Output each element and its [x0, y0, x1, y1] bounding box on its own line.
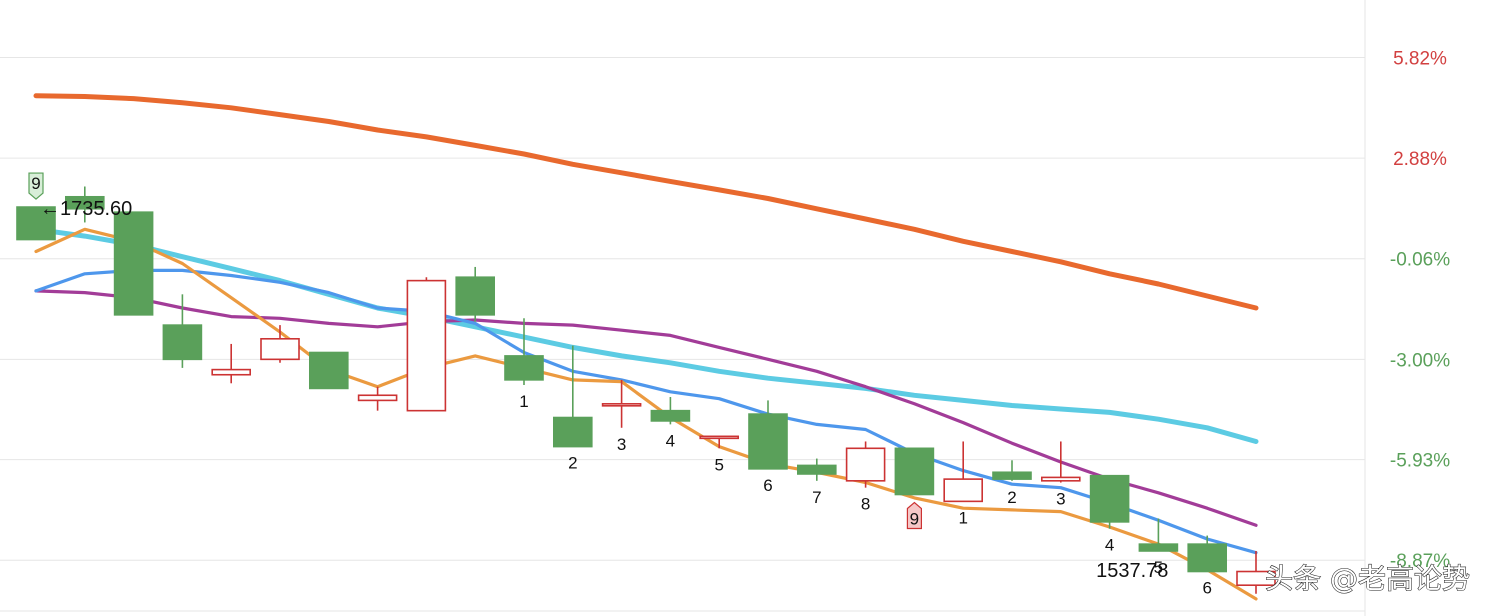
price-axis-ticks: 5.82% 2.88% -0.06% -3.00% -5.93% -8.87%	[1390, 48, 1450, 572]
sequence-label: 5	[1154, 558, 1163, 577]
price-tick-label: -0.06%	[1390, 250, 1450, 271]
sequence-label: 8	[861, 495, 870, 514]
candle-body-down	[308, 351, 349, 390]
marker-flag	[906, 501, 922, 530]
candle-body-down	[796, 464, 837, 475]
candle	[552, 345, 593, 448]
markers: 99	[28, 172, 922, 530]
line-orange-thick	[33, 93, 1259, 311]
candle	[650, 396, 691, 425]
candle-body-down	[455, 276, 496, 316]
annotations: ←1735.60 1537.78	[40, 198, 1168, 582]
candle-body-down	[113, 211, 154, 316]
candle-body-down	[552, 416, 593, 448]
candle	[211, 343, 251, 384]
sequence-label: 6	[1202, 579, 1211, 598]
candle	[455, 266, 496, 322]
candle	[113, 211, 154, 316]
candle-body-down	[992, 471, 1032, 480]
candle-body-up	[260, 337, 300, 361]
candle	[260, 325, 300, 363]
candles	[16, 186, 1276, 594]
candle	[1138, 518, 1179, 552]
candle-body-down	[1187, 543, 1227, 573]
low-annotation: 1537.78	[1096, 560, 1168, 582]
candle-body-down	[1138, 543, 1179, 552]
price-tick-label: 5.82%	[1393, 48, 1447, 69]
line-purple	[34, 289, 1258, 527]
sequence-label: 6	[763, 476, 772, 495]
candle	[308, 351, 349, 390]
candle	[845, 441, 886, 488]
candle	[699, 435, 740, 449]
candle-body-down	[748, 413, 788, 470]
sequence-label: 4	[666, 431, 675, 450]
candle	[504, 318, 544, 385]
candle	[894, 447, 935, 496]
high-annotation: ←1735.60	[40, 198, 132, 220]
candle	[1187, 535, 1227, 573]
sequence-label: 4	[1105, 536, 1114, 555]
candle-body-down	[894, 447, 935, 496]
candle	[162, 294, 203, 368]
sequence-labels: 1 2 3 4 5 6 7 8 1 2 3 4 5 6	[519, 392, 1212, 598]
candle-body-down	[65, 195, 105, 210]
candle-body-up	[845, 447, 886, 482]
sequence-label: 5	[714, 455, 723, 474]
candle	[796, 458, 837, 481]
line-orange-light	[34, 227, 1258, 601]
price-tick-label: 2.88%	[1393, 149, 1447, 170]
candle-body-down	[162, 324, 203, 361]
marker-up: 9	[906, 501, 922, 530]
marker-down: 9	[28, 172, 44, 200]
candle	[601, 379, 642, 428]
candle	[406, 277, 447, 412]
candle-body-up	[601, 403, 642, 407]
candle-body-down	[650, 409, 691, 422]
sequence-label: 7	[812, 488, 821, 507]
candle-body-down	[504, 355, 544, 381]
line-cyan	[33, 226, 1259, 444]
candle-body-up	[699, 435, 740, 440]
price-tick-label: -8.87%	[1390, 551, 1450, 572]
candle-body-down	[1089, 474, 1130, 523]
candle-body-up	[357, 394, 398, 402]
candle-body-up	[211, 368, 251, 376]
marker-label: 9	[910, 510, 919, 529]
sequence-label: 1	[519, 392, 528, 411]
candle	[943, 441, 984, 503]
grid-layer	[0, 56, 1365, 561]
sequence-label: 2	[568, 454, 577, 473]
watermark-text: 头条 @老高论势	[1265, 562, 1470, 595]
sequence-label: 3	[1056, 490, 1065, 509]
marker-label: 9	[31, 174, 40, 193]
candle	[748, 400, 788, 470]
sequence-label: 2	[1007, 488, 1016, 507]
candle-body-up	[1236, 570, 1276, 586]
candle-body-up	[1041, 476, 1081, 482]
price-tick-label: -5.93%	[1390, 451, 1450, 472]
candle	[357, 386, 398, 411]
candle	[1089, 474, 1130, 529]
price-tick-label: -3.00%	[1390, 350, 1450, 371]
sequence-label: 1	[958, 508, 967, 527]
candle	[65, 186, 105, 223]
sequence-label: 3	[617, 435, 626, 454]
candle	[992, 460, 1032, 481]
candle	[16, 206, 56, 241]
candle-body-down	[16, 206, 56, 241]
moving-average-lines	[33, 93, 1259, 601]
marker-flag	[28, 172, 44, 200]
candle-body-up	[406, 279, 447, 412]
candle-body-up	[943, 478, 984, 503]
candle	[1041, 441, 1081, 483]
candle	[1236, 550, 1276, 594]
line-blue	[34, 268, 1258, 555]
